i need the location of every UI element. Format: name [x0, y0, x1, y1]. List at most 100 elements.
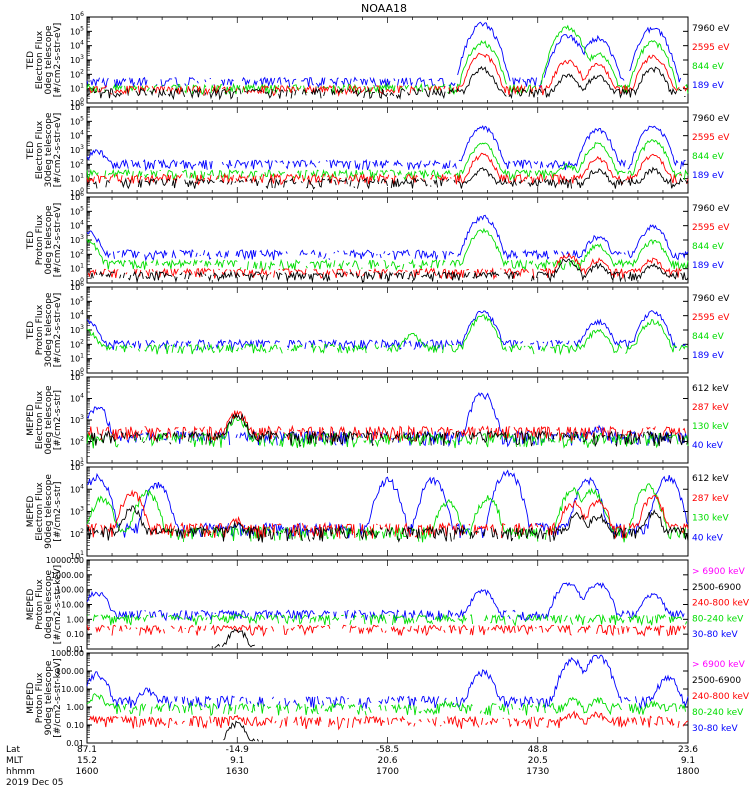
footer-mlt-value: 9.1: [681, 756, 695, 766]
panel-3: 100 101 102 103 104 105 106 TED Proton Flux 0deg …: [26, 191, 730, 288]
y-axis-label: 0deg telescope: [44, 385, 54, 455]
legend-entry: 2595 eV: [692, 133, 730, 143]
legend-entry: 844 eV: [692, 152, 725, 162]
y-tick-label: 0.10: [66, 630, 84, 639]
legend-entry: 30-80 keV: [692, 630, 738, 640]
series-black: [89, 412, 689, 448]
footer-mlt-value: 20.5: [528, 756, 548, 766]
y-tick-label: 100: [70, 97, 84, 108]
y-tick-label: 102: [70, 338, 84, 349]
y-tick-label: 103: [70, 144, 84, 155]
y-tick-label: 101: [70, 353, 84, 364]
legend-entry: 7960 eV: [692, 24, 730, 34]
y-tick-label: 103: [70, 54, 84, 65]
legend-entry: 612 keV: [692, 474, 729, 484]
panel-frame: [86, 376, 689, 464]
y-axis-label: [#/cm2-s-str-eV]: [53, 293, 63, 368]
y-axis-label: [#/cm2-s-str-keV]: [53, 565, 63, 644]
y-tick-label: 104: [70, 483, 84, 494]
y-axis-label: 0deg telescope: [44, 570, 54, 640]
y-tick-label: 102: [70, 248, 84, 259]
legend-entry: 40 keV: [692, 533, 724, 543]
y-axis-label: Proton Flux: [35, 672, 45, 723]
footer-mlt-value: 9.1: [230, 756, 244, 766]
y-tick-label: 103: [70, 234, 84, 245]
y-tick-label: 105: [70, 461, 84, 472]
y-tick-label: 101: [70, 263, 84, 274]
y-tick-label: 101: [70, 83, 84, 94]
legend-entry: 130 keV: [692, 422, 729, 432]
figure-title: NOAA18: [361, 2, 407, 15]
legend-entry: 2595 eV: [692, 43, 730, 53]
y-axis-label: TED: [26, 231, 36, 250]
y-tick-label: 100.00: [56, 667, 84, 676]
legend-entry: 287 keV: [692, 403, 729, 413]
legend-entry: 2500-6900: [692, 583, 741, 593]
y-tick-label: 10.00: [61, 601, 84, 610]
y-tick-label: 104: [70, 310, 84, 321]
panel-4: 100 101 102 103 104 105 106 TED Proton Flux 30deg…: [26, 281, 730, 378]
footer-time-value: 1730: [526, 767, 549, 777]
legend-entry: 844 eV: [692, 242, 725, 252]
y-tick-label: 105: [70, 205, 84, 216]
series-black: [86, 166, 689, 190]
y-axis-label: Proton Flux: [35, 214, 45, 265]
panel-5: 101 102 103 104 105 MEPED Electron Flux 0deg te…: [26, 371, 729, 468]
y-axis-label: [#/cm2-s-str-eV]: [53, 23, 63, 98]
series-red: [89, 710, 689, 731]
y-tick-label: 103: [70, 324, 84, 335]
y-axis-label: 30deg telescope: [44, 292, 54, 367]
legend-entry: > 6900 keV: [692, 567, 746, 577]
y-tick-label: 104: [70, 393, 84, 404]
y-axis-label: 0deg telescope: [44, 25, 54, 95]
y-axis-label: Electron Flux: [35, 482, 45, 541]
legend-entry: 844 eV: [692, 332, 725, 342]
legend-entry: 287 keV: [692, 494, 729, 504]
y-tick-label: 1.00: [66, 703, 84, 712]
footer-label-mlt: MLT: [6, 756, 24, 766]
panel-6: 101 102 103 104 105 MEPED Electron Flux 90deg t…: [26, 461, 729, 561]
series-black: [90, 258, 689, 283]
series-blue: [86, 214, 689, 262]
y-axis-label: [#/cm2-s-str-keV]: [53, 658, 63, 737]
y-axis-label: [#/cm2-s-str]: [53, 481, 63, 541]
y-axis-label: MEPED: [26, 496, 36, 528]
y-tick-label: 10.00: [61, 685, 84, 694]
legend-entry: > 6900 keV: [692, 660, 746, 670]
y-axis-label: MEPED: [26, 589, 36, 621]
legend-entry: 80-240 keV: [692, 708, 744, 718]
footer-label-hhmm: hhmm: [6, 767, 35, 777]
legend-entry: 612 keV: [692, 384, 729, 394]
series-blue: [87, 22, 688, 87]
legend-entry: 844 eV: [692, 62, 725, 72]
y-tick-label: 101: [70, 173, 84, 184]
panel-2: 100 101 102 103 104 105 106 TED Electron Flux 30d…: [26, 101, 730, 198]
y-axis-label: Electron Flux: [35, 120, 45, 179]
series-red: [87, 625, 688, 635]
y-axis-label: 0deg telescope: [44, 205, 54, 275]
y-tick-label: 100: [70, 187, 84, 198]
series-green: [86, 139, 689, 182]
footer-lat-value: 23.6: [678, 745, 698, 755]
footer-time-value: 1800: [677, 767, 700, 777]
legend-entry: 2595 eV: [692, 223, 730, 233]
y-tick-label: 102: [70, 158, 84, 169]
y-axis-label: Proton Flux: [35, 304, 45, 355]
y-tick-label: 104: [70, 220, 84, 231]
legend-entry: 240-800 keV: [692, 599, 750, 609]
legend-entry: 80-240 keV: [692, 614, 744, 624]
y-axis-label: TED: [26, 51, 36, 70]
footer-mlt-value: 20.6: [377, 756, 397, 766]
legend-entry: 7960 eV: [692, 294, 730, 304]
y-axis-label: 30deg telescope: [44, 112, 54, 187]
y-tick-label: 105: [70, 295, 84, 306]
series-red: [89, 52, 689, 97]
y-tick-label: 103: [70, 506, 84, 517]
y-tick-label: 100: [70, 367, 84, 378]
y-axis-label: 90deg telescope: [44, 660, 54, 735]
legend-entry: 2500-6900: [692, 676, 741, 686]
y-tick-label: 105: [70, 371, 84, 382]
legend-entry: 7960 eV: [692, 204, 730, 214]
